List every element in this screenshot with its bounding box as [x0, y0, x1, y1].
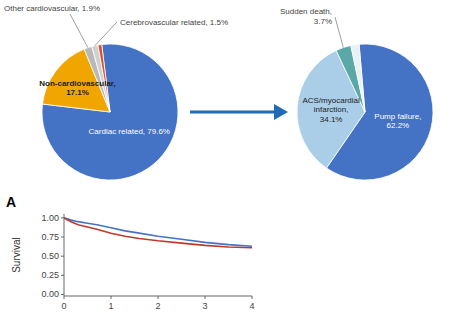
slice-label: Pump failure,62.2% — [374, 112, 421, 131]
y-tick-label: 0.25 — [41, 270, 59, 280]
y-tick-label: 0.00 — [41, 289, 59, 299]
x-tick-label: 3 — [202, 301, 207, 311]
y-tick — [61, 294, 64, 295]
arrow-head — [274, 104, 288, 120]
line-chart: 0.00 0.25 0.50 0.75 1.00 0 1 2 3 4 Survival — [11, 213, 255, 311]
x-tick — [205, 296, 206, 299]
x-tick — [111, 296, 112, 299]
leader-line — [95, 22, 117, 46]
leader-line — [70, 14, 88, 48]
pie — [297, 44, 433, 180]
background — [0, 0, 474, 319]
series-group — [64, 218, 252, 248]
x-tick — [64, 296, 65, 299]
x-tick — [158, 296, 159, 299]
slice-label: Cardiac related, 79.6% — [89, 127, 170, 136]
slice-label: Cerebrovascular related, 1.5% — [120, 18, 228, 27]
arrow-shaft — [190, 111, 276, 114]
y-tick — [61, 236, 64, 237]
survival-line — [64, 218, 252, 246]
pie — [42, 44, 178, 180]
x-tick-label: 0 — [61, 301, 66, 311]
pie-labels: Cardiac related, 79.6% Non-cardiovascular… — [4, 4, 228, 136]
leader-line — [335, 17, 343, 48]
y-axis-line — [64, 214, 65, 296]
y-axis-label: Survival — [11, 237, 22, 273]
x-tick-label: 2 — [155, 301, 160, 311]
survival-line — [64, 218, 252, 248]
y-tick — [61, 256, 64, 257]
slice-label: Sudden death,3.7% — [280, 7, 332, 26]
y-tick-label: 0.50 — [41, 251, 59, 261]
figure: Cardiac related, 79.6% Non-cardiovascular… — [0, 0, 474, 319]
y-tick-label: 1.00 — [41, 213, 59, 223]
slice-label: Non-cardiovascular,17.1% — [39, 79, 115, 98]
y-tick — [61, 275, 64, 276]
x-tick-label: 4 — [249, 301, 254, 311]
pie-slice — [42, 44, 178, 180]
y-tick-label: 0.75 — [41, 232, 59, 242]
panel-label: A — [6, 194, 16, 210]
slice-label: ACS/myocardialinfarction,34.1% — [302, 96, 360, 124]
x-tick — [252, 296, 253, 299]
slice-label: Other cardiovascular, 1.9% — [4, 4, 100, 13]
x-tick-label: 1 — [108, 301, 113, 311]
pie-labels: Pump failure,62.2% ACS/myocardialinfarcti… — [280, 7, 421, 130]
y-tick — [61, 217, 64, 218]
arrow — [190, 104, 288, 120]
